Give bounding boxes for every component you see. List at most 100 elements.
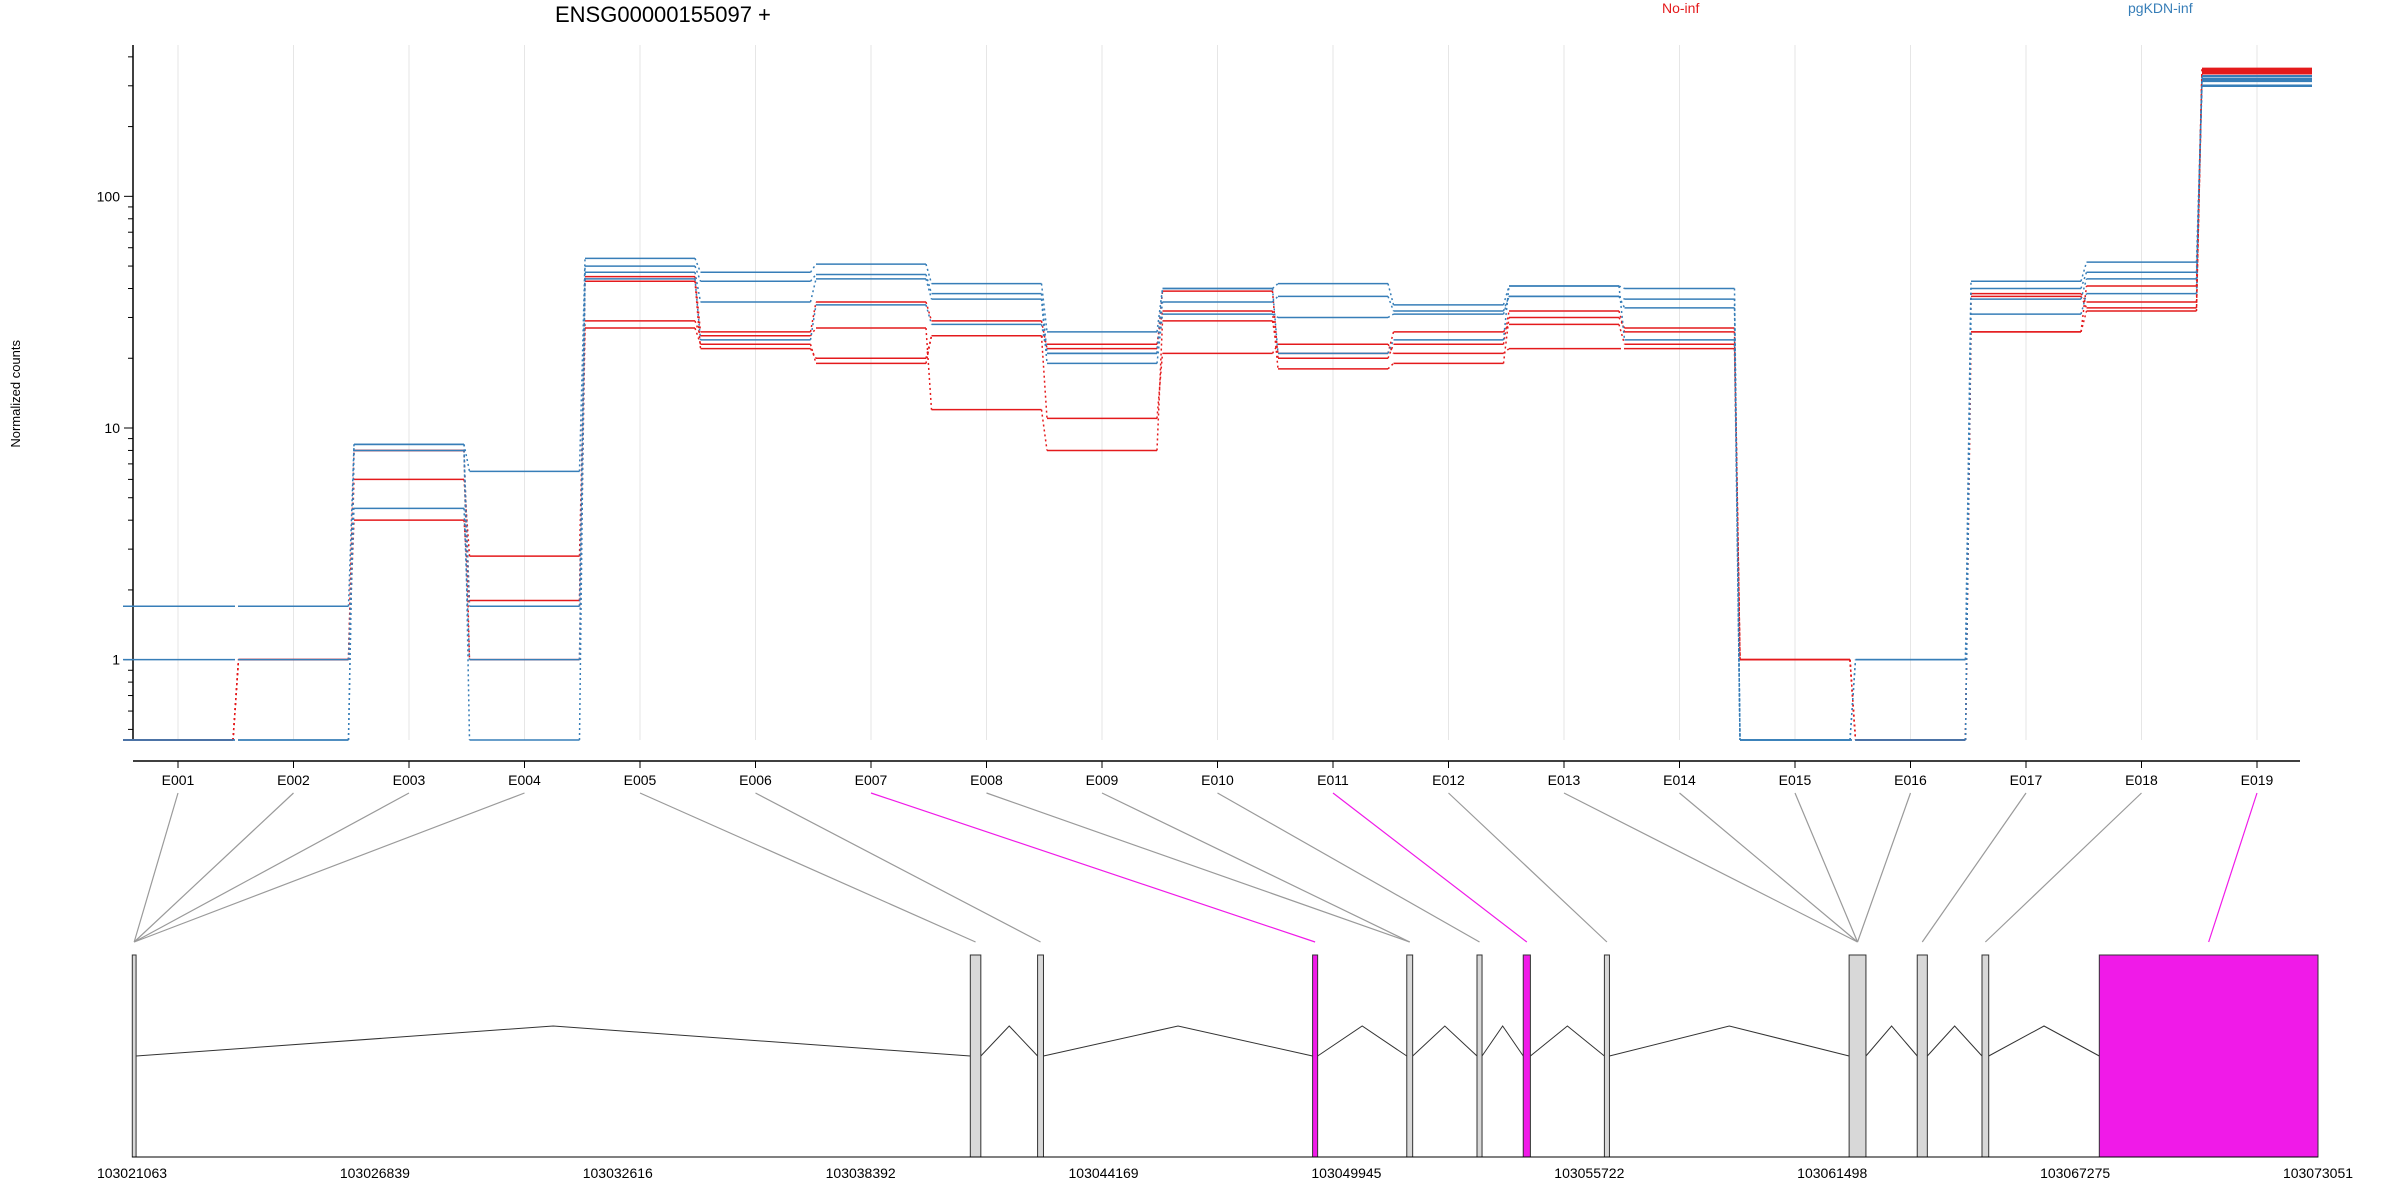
- series-connector: [1271, 343, 1279, 354]
- bin-connector: [986, 792, 1410, 943]
- series-connector: [809, 278, 817, 303]
- bin-connector: [1856, 792, 1912, 943]
- series-connector: [1156, 288, 1164, 354]
- series-connector: [1618, 285, 1626, 340]
- series-connector: [694, 272, 702, 303]
- series-connector: [1964, 314, 1972, 741]
- intron-line: [1530, 1025, 1605, 1057]
- intron-line: [1412, 1025, 1478, 1057]
- series-connector: [347, 444, 355, 607]
- exon-boxes: [131, 954, 2319, 1158]
- x-tick-label-e011: E011: [1317, 772, 1349, 788]
- legend-item-pgkdn-inf: pgKDN-inf: [2128, 0, 2193, 16]
- series-connector: [1156, 314, 1164, 364]
- bin-connector: [870, 792, 1316, 943]
- series-connector: [2080, 261, 2088, 282]
- series-connector: [1156, 353, 1164, 419]
- bin-connector: [133, 792, 294, 943]
- series-connector: [1502, 310, 1510, 345]
- series-connector: [2080, 310, 2088, 333]
- series-connector: [694, 278, 702, 340]
- genomic-coordinate-label: 103044169: [1069, 1165, 1139, 1181]
- intron-line: [1317, 1025, 1408, 1057]
- series-connector: [1040, 283, 1048, 332]
- series-connector: [1618, 317, 1626, 329]
- x-tick-label-e009: E009: [1086, 772, 1119, 788]
- bin-connector: [1563, 792, 1858, 943]
- x-tick-label-e006: E006: [739, 772, 772, 788]
- exon-box: [1916, 954, 1928, 1158]
- x-tick-label-e005: E005: [624, 772, 657, 788]
- genomic-coordinate-label: 103038392: [826, 1165, 896, 1181]
- series-connector: [347, 450, 355, 741]
- series-connector: [463, 508, 471, 660]
- series-connector: [2080, 293, 2088, 303]
- intron-line: [1609, 1025, 1850, 1057]
- series-connector: [809, 273, 817, 282]
- series-connector: [809, 263, 817, 273]
- bin-connector: [1101, 792, 1410, 943]
- series-connector: [2195, 76, 2203, 294]
- series-connector: [578, 258, 586, 472]
- intron-line: [1926, 1025, 1983, 1057]
- bin-connector: [1679, 792, 1858, 943]
- series-connector: [1387, 343, 1395, 354]
- series-connector: [1387, 343, 1395, 359]
- x-tick-label-e012: E012: [1432, 772, 1465, 788]
- x-tick-label-e019: E019: [2241, 772, 2274, 788]
- genomic-coordinate-label: 103032616: [583, 1165, 653, 1181]
- bin-connector: [2208, 792, 2258, 943]
- intron-line: [1988, 1025, 2100, 1057]
- genomic-coordinate-label: 103067275: [2040, 1165, 2110, 1181]
- series-connector: [694, 258, 702, 273]
- intron-line: [1043, 1025, 1313, 1057]
- exon-box: [1981, 954, 1990, 1158]
- series-connector: [463, 450, 471, 607]
- series-connector: [809, 343, 817, 364]
- series-connector: [809, 304, 817, 341]
- series-connector: [1271, 291, 1279, 359]
- series-line: [123, 74, 2312, 741]
- exon-box: [1406, 954, 1414, 1158]
- x-tick-label-e014: E014: [1663, 772, 1696, 788]
- series-connector: [1387, 283, 1395, 306]
- series-connector: [232, 659, 240, 741]
- series-connector: [809, 301, 817, 332]
- series-connector: [1618, 324, 1626, 345]
- series-connector: [2080, 278, 2088, 300]
- series-connector: [1502, 323, 1510, 333]
- genomic-coordinate-label: 103055722: [1554, 1165, 1624, 1181]
- x-tick-label-e003: E003: [393, 772, 426, 788]
- series-connector: [578, 272, 586, 741]
- bin-connector: [133, 792, 410, 943]
- bin-connector: [133, 792, 525, 943]
- x-tick-label-e018: E018: [2125, 772, 2158, 788]
- bin-connector: [1921, 792, 2027, 943]
- bin-connector: [1984, 792, 2142, 943]
- bin-connector: [639, 792, 976, 943]
- series-connector: [925, 335, 933, 359]
- series-connector: [1618, 310, 1626, 333]
- chart-title: ENSG00000155097 +: [555, 2, 771, 27]
- series-connector: [2195, 68, 2203, 287]
- series-connector: [694, 276, 702, 332]
- series-connector: [1387, 331, 1395, 354]
- exon-box: [1848, 954, 1867, 1158]
- intron-line: [136, 1025, 971, 1057]
- highlighted-exon: [2098, 954, 2319, 1158]
- bin-connector: [1332, 792, 1528, 943]
- x-tick-label-e010: E010: [1201, 772, 1234, 788]
- x-tick-label-e016: E016: [1894, 772, 1927, 788]
- legend-item-no-inf: No-inf: [1662, 0, 1700, 16]
- series-connector: [1271, 295, 1279, 303]
- exon-box: [1037, 954, 1044, 1158]
- series-connector: [1040, 299, 1048, 364]
- series-connector: [1733, 339, 1741, 741]
- series-connector: [2080, 296, 2088, 309]
- y-tick-label: 1: [112, 652, 120, 668]
- series-connector: [925, 274, 933, 294]
- genomic-coordinate-label: 103061498: [1797, 1165, 1867, 1181]
- series-connector: [1272, 313, 1279, 319]
- x-tick-label-e007: E007: [855, 772, 888, 788]
